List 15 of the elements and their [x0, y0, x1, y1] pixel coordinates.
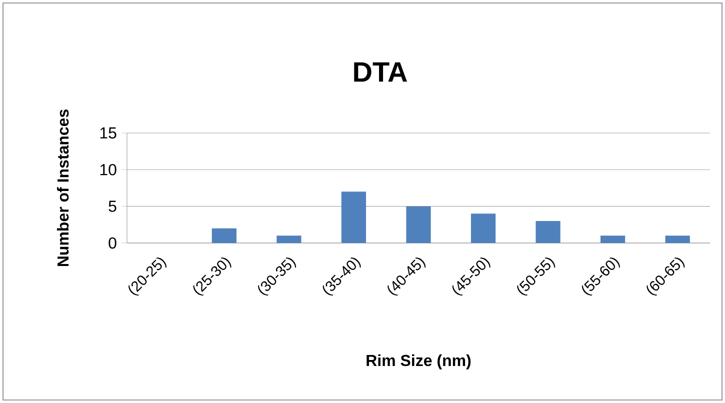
chart-title: DTA	[354, 62, 408, 82]
y-axis-title: Number of Instances	[56, 110, 69, 266]
bar	[341, 192, 366, 243]
y-tick-label: 10	[100, 164, 116, 176]
y-tick-label: 0	[108, 237, 116, 249]
bar	[665, 236, 690, 243]
bar	[212, 228, 236, 243]
bar	[600, 236, 626, 243]
bar	[536, 220, 560, 243]
y-tick-label: 15	[100, 127, 116, 139]
bar	[276, 236, 302, 243]
y-tick-label: 5	[108, 200, 116, 212]
bar	[470, 214, 496, 243]
x-axis-title: Rim Size (nm)	[366, 354, 471, 370]
bar	[406, 206, 431, 243]
